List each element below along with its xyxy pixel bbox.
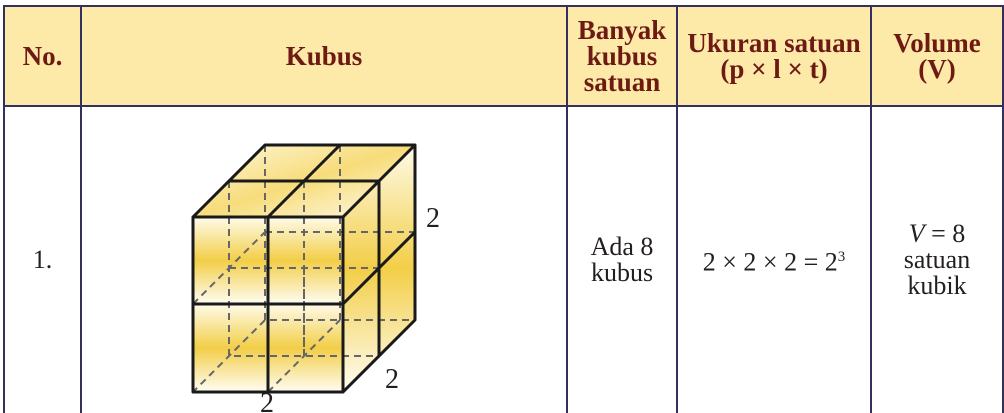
size-exponent: 3	[837, 249, 846, 266]
cube-table: No. Kubus Banyak kubus satuan Ukuran sat…	[3, 5, 1004, 413]
size-cell: 2 × 2 × 2 = 23	[676, 105, 872, 413]
volume-equation: = 8	[931, 219, 966, 248]
volume-unit: satuan kubik	[903, 245, 971, 300]
size-base: 2 × 2 × 2 = 2	[702, 247, 838, 277]
header-cell: Kubus	[80, 5, 568, 107]
header-cell: No.	[3, 5, 82, 107]
header-cell: Ukuran satuan (p × l × t)	[676, 5, 872, 107]
number-cell: 1.	[3, 105, 82, 413]
count-cell: Ada 8 kubus	[566, 105, 678, 413]
volume-cell: V = 8 satuan kubik	[870, 105, 1004, 413]
header-cell: Volume (V)	[870, 5, 1004, 107]
header-row: No. Kubus Banyak kubus satuan Ukuran sat…	[3, 5, 1004, 107]
volume-variable: V	[908, 219, 925, 248]
body-row: 1. Ada 8 kubus 2 × 2 × 2 = 23 V = 8 satua…	[3, 105, 1004, 413]
header-cell: Banyak kubus satuan	[566, 5, 678, 107]
cube-cell	[80, 105, 568, 413]
